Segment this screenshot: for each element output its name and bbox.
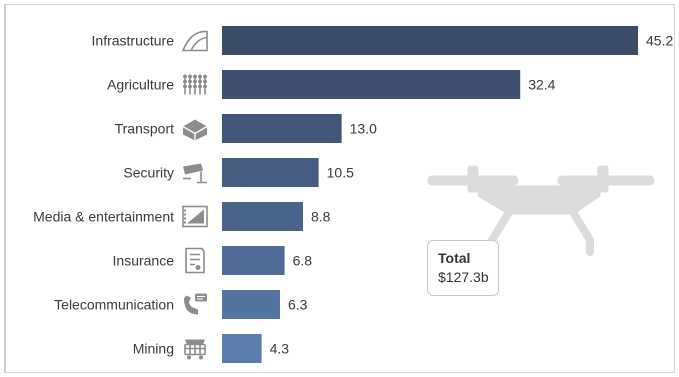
box-icon <box>182 119 208 141</box>
total-value: $127.3b <box>438 269 489 285</box>
left-border-rule <box>4 4 6 373</box>
bar-5 <box>222 246 285 275</box>
category-label-2: Transport <box>115 121 175 137</box>
cart-icon <box>184 339 206 360</box>
wheat-icon <box>183 74 207 95</box>
bar-6 <box>222 290 280 319</box>
value-label-4: 8.8 <box>311 209 331 225</box>
document-icon <box>185 247 205 274</box>
value-label-7: 4.3 <box>270 341 290 357</box>
category-label-1: Agriculture <box>107 77 174 93</box>
bar-0 <box>222 26 638 55</box>
phone-icon <box>184 293 207 315</box>
value-label-0: 45.2 <box>646 33 673 49</box>
value-label-6: 6.3 <box>288 297 308 313</box>
road-icon <box>181 30 208 52</box>
bar-3 <box>222 158 319 187</box>
camera-icon <box>183 163 207 184</box>
category-label-7: Mining <box>133 341 174 357</box>
bar-4 <box>222 202 303 231</box>
category-label-6: Telecommunication <box>54 297 174 313</box>
value-label-3: 10.5 <box>327 165 354 181</box>
category-label-0: Infrastructure <box>92 33 175 49</box>
film-icon <box>182 205 208 228</box>
category-label-3: Security <box>123 165 174 181</box>
bar-7 <box>222 334 262 363</box>
total-title: Total <box>438 250 471 266</box>
category-label-4: Media & entertainment <box>33 209 174 225</box>
category-label-5: Insurance <box>113 253 175 269</box>
value-label-2: 13.0 <box>350 121 377 137</box>
total-callout: Total $127.3b <box>427 240 499 296</box>
bar-2 <box>222 114 342 143</box>
value-label-5: 6.8 <box>293 253 313 269</box>
value-label-1: 32.4 <box>528 77 555 93</box>
bar-1 <box>222 70 521 99</box>
